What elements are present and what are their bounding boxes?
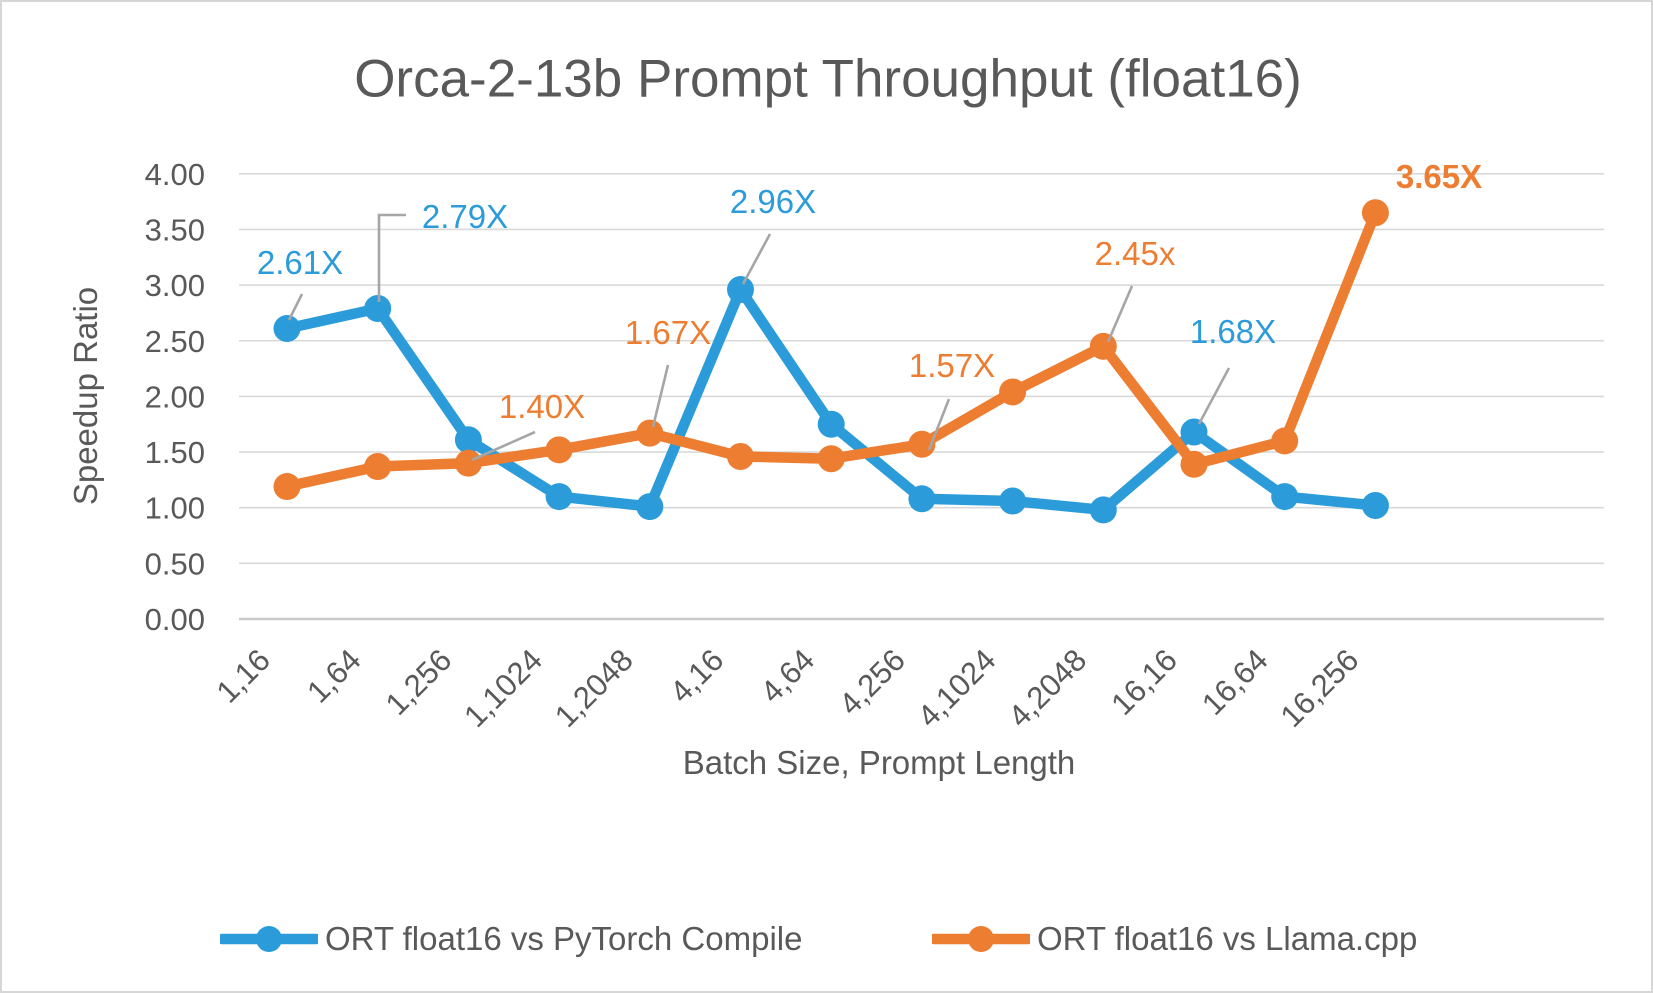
data-label: 2.96X (730, 183, 816, 220)
x-tick-label: 4,64 (754, 642, 821, 709)
data-point (273, 315, 301, 343)
data-label: 2.45x (1095, 235, 1176, 272)
data-point (727, 443, 754, 471)
y-tick-label: 3.50 (145, 212, 205, 247)
data-point (545, 436, 573, 464)
data-point (1089, 496, 1117, 524)
data-point (908, 485, 936, 513)
data-label-leader (377, 213, 406, 302)
legend-line-marker-icon (932, 926, 1030, 952)
x-tick-label: 4,2048 (1001, 642, 1093, 734)
data-point (999, 487, 1027, 515)
data-label: 3.65X (1396, 158, 1482, 195)
y-tick-label: 1.00 (145, 491, 205, 526)
data-point (817, 410, 845, 438)
y-tick-label: 0.50 (145, 546, 205, 581)
data-label: 1.40X (499, 388, 585, 425)
data-label: 1.67X (625, 314, 711, 351)
y-tick-label: 2.50 (145, 324, 205, 359)
data-point (636, 419, 664, 447)
legend-label: ORT float16 vs PyTorch Compile (325, 920, 803, 957)
legend-line-marker-icon (220, 926, 318, 952)
data-label-leader (471, 430, 536, 462)
x-tick-label: 1,2048 (548, 642, 640, 734)
data-point (1180, 418, 1208, 446)
x-tick-label: 1,1024 (457, 642, 549, 734)
data-point (1361, 491, 1389, 519)
data-point (364, 294, 392, 322)
y-tick-label: 3.00 (145, 268, 205, 303)
data-point (1089, 332, 1117, 360)
y-tick-label: 2.00 (145, 379, 205, 414)
data-label: 2.61X (257, 244, 343, 281)
x-axis-title: Batch Size, Prompt Length (682, 744, 1076, 781)
y-tick-label: 4.00 (145, 157, 205, 192)
data-point (1271, 427, 1299, 455)
x-tick-label: 1,64 (300, 642, 367, 709)
data-point (1361, 199, 1389, 227)
chart-title: Orca-2-13b Prompt Throughput (float16) (354, 49, 1302, 109)
x-tick-label: 4,16 (663, 642, 730, 709)
data-point (636, 493, 664, 521)
data-point (1271, 483, 1299, 511)
data-label: 2.79X (422, 198, 508, 235)
data-label: 1.68X (1190, 313, 1276, 350)
x-tick-label: 16,16 (1104, 642, 1184, 722)
data-point (1180, 450, 1208, 478)
data-label: 1.57X (909, 347, 995, 384)
data-point (727, 276, 754, 304)
data-label-leader (927, 398, 951, 451)
data-point (454, 449, 482, 477)
x-tick-label: 4,1024 (911, 642, 1003, 734)
x-tick-label: 16,64 (1195, 642, 1275, 722)
x-tick-label: 1,256 (379, 642, 459, 722)
data-point (364, 453, 392, 481)
data-point (999, 378, 1027, 406)
data-label-leader (651, 364, 670, 428)
y-tick-label: 0.00 (145, 602, 205, 637)
data-point (817, 445, 845, 473)
data-label-leader (741, 233, 772, 285)
data-point (908, 430, 936, 458)
data-label-leader (287, 293, 304, 321)
data-label-leader (1106, 285, 1134, 343)
y-tick-label: 1.50 (145, 435, 205, 470)
data-point (273, 473, 301, 501)
x-tick-label: 4,256 (832, 642, 912, 722)
legend-item-llama-cpp: ORT float16 vs Llama.cpp (932, 920, 1417, 958)
x-tick-label: 16,256 (1274, 642, 1366, 734)
data-label-leader (1197, 367, 1231, 425)
legend-item-pytorch-compile: ORT float16 vs PyTorch Compile (220, 920, 802, 958)
x-tick-label: 1,16 (210, 642, 277, 709)
data-point (545, 483, 573, 511)
data-point (454, 426, 482, 454)
legend-label: ORT float16 vs Llama.cpp (1037, 920, 1418, 957)
